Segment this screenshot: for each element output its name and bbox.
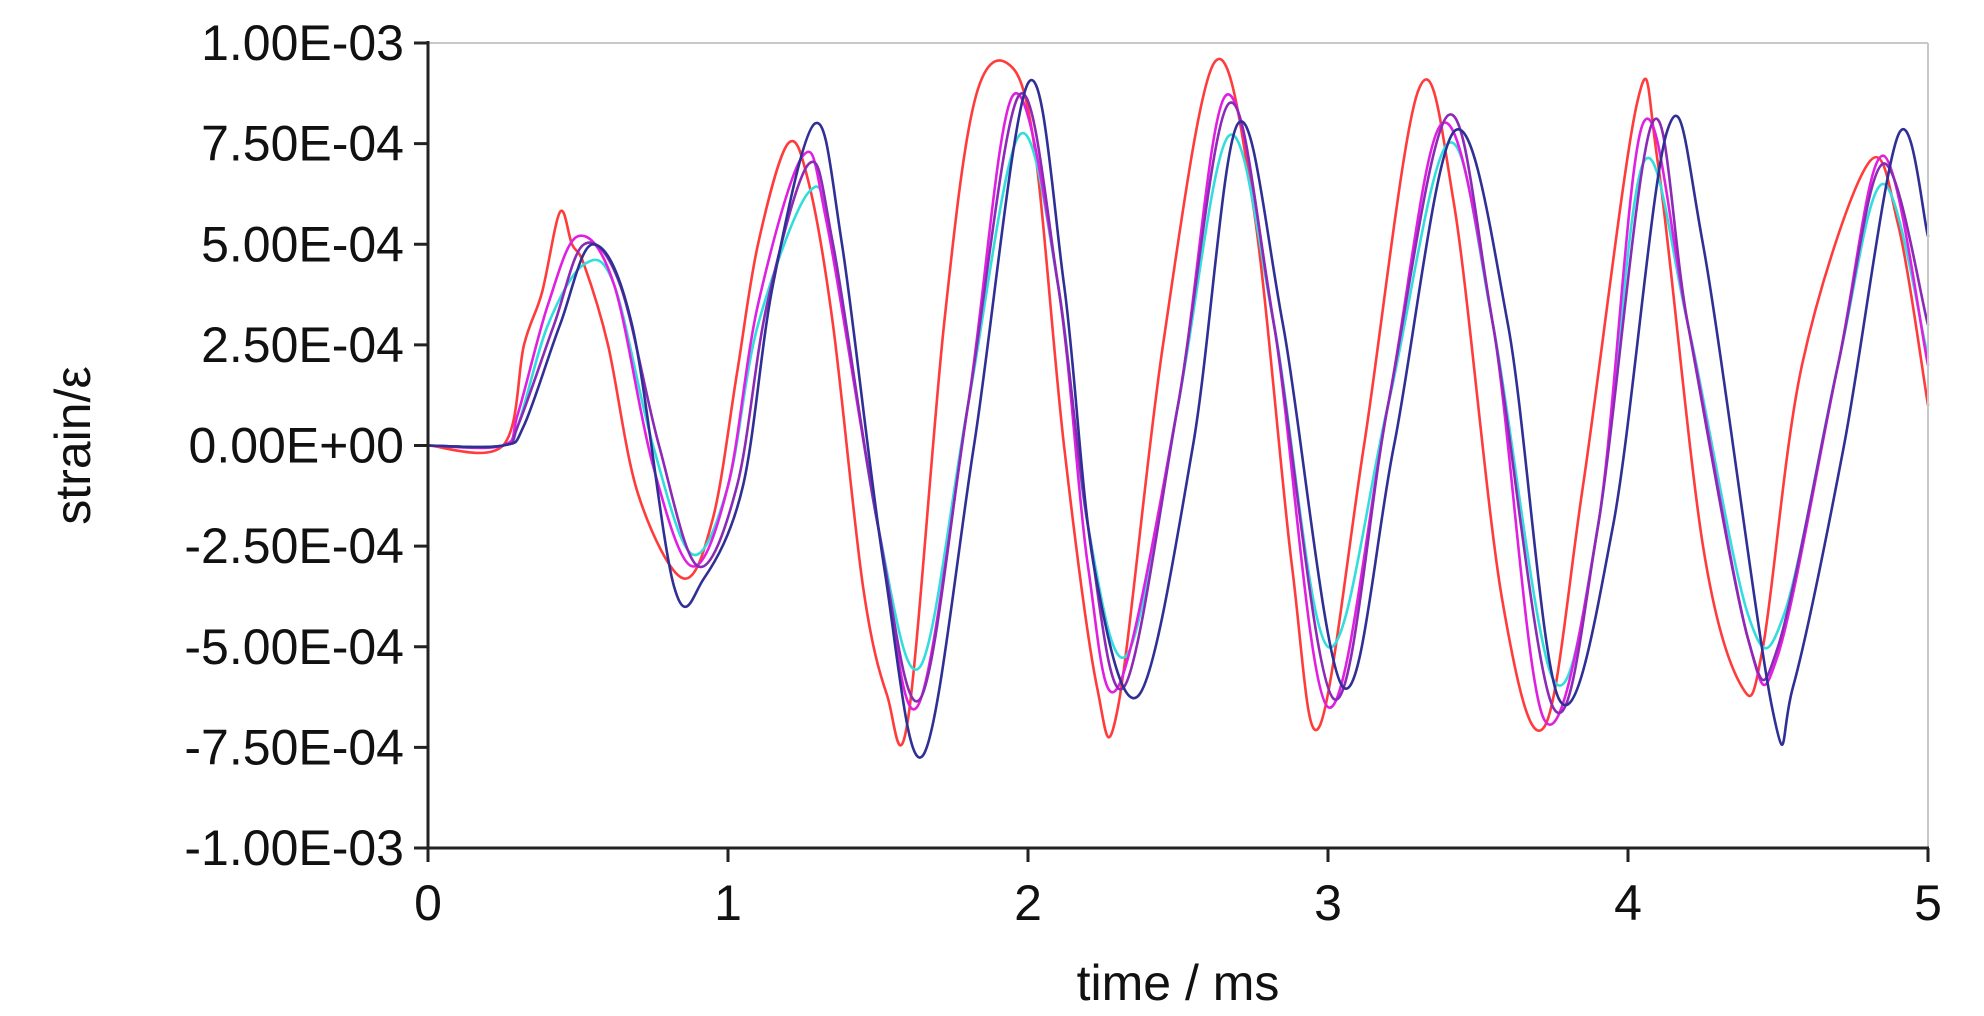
y-tick-label: 0.00E+00 — [189, 418, 404, 474]
x-tick-label: 1 — [714, 875, 742, 931]
x-tick-label: 0 — [414, 875, 442, 931]
x-tick-label: 4 — [1614, 875, 1642, 931]
x-tick-label: 2 — [1014, 875, 1042, 931]
series-layer — [426, 57, 1930, 759]
x-tick-label: 3 — [1314, 875, 1342, 931]
y-tick-label: 2.50E-04 — [201, 317, 404, 373]
series-line-4 — [426, 92, 1930, 715]
axes-layer — [414, 41, 1930, 862]
plot-area — [428, 43, 1928, 848]
y-tick-label: -7.50E-04 — [184, 719, 404, 775]
series-line-5 — [426, 79, 1930, 759]
y-tick-label: 1.00E-03 — [201, 15, 404, 71]
x-tick-label: 5 — [1914, 875, 1942, 931]
x-axis-title: time / ms — [1077, 955, 1280, 1011]
y-tick-label: -2.50E-04 — [184, 518, 404, 574]
y-tick-label: -1.00E-03 — [184, 820, 404, 876]
y-tick-label: 5.00E-04 — [201, 216, 404, 272]
y-tick-label: 7.50E-04 — [201, 116, 404, 172]
series-line-1 — [426, 57, 1930, 747]
y-tick-label: -5.00E-04 — [184, 619, 404, 675]
y-axis-title: strain/ε — [45, 366, 101, 524]
label-layer: 1.00E-03 7.50E-04 5.00E-04 2.50E-04 0.00E+00… — [184, 15, 1942, 931]
